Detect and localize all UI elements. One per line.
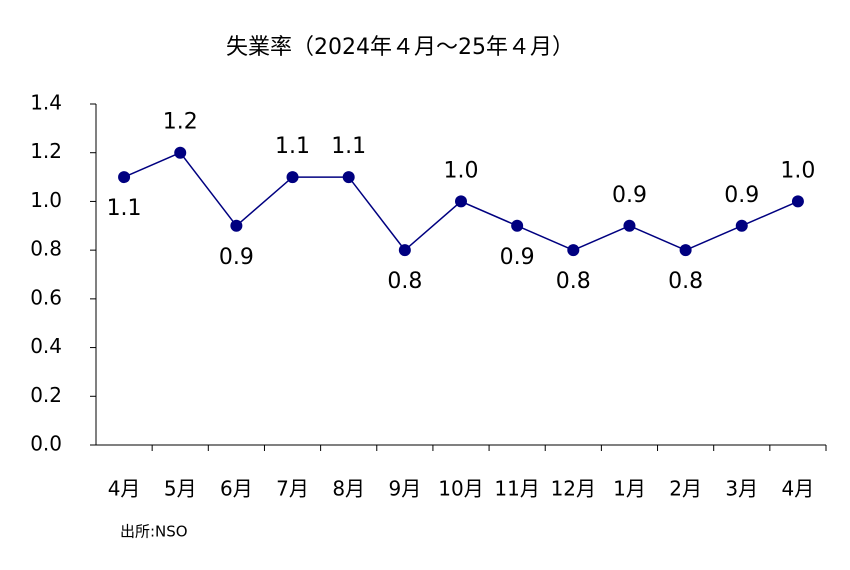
data-label: 0.8: [387, 269, 422, 294]
data-label: 0.8: [556, 269, 591, 294]
y-tick-label: 1.4: [30, 91, 62, 115]
data-label: 1.0: [444, 158, 479, 183]
y-tick-label: 0.8: [30, 237, 62, 261]
data-label: 1.0: [780, 158, 815, 183]
x-tick-label: 1月: [613, 477, 646, 501]
data-label: 0.9: [724, 183, 759, 208]
x-tick-label: 5月: [164, 477, 197, 501]
x-tick-label: 4月: [782, 477, 815, 501]
data-label: 0.8: [668, 269, 703, 294]
data-point: [118, 171, 131, 184]
y-tick-label: 0.2: [30, 383, 62, 407]
x-tick-label: 10月: [438, 477, 483, 501]
data-label: 0.9: [219, 245, 254, 270]
data-point: [623, 219, 636, 232]
y-tick-label: 1.0: [30, 188, 62, 212]
data-point: [679, 244, 692, 257]
y-tick-label: 1.2: [30, 139, 62, 163]
source-note: 出所:NSO: [120, 523, 188, 541]
data-label: 1.2: [163, 110, 198, 135]
data-label: 1.1: [107, 196, 142, 221]
x-tick-label: 3月: [725, 477, 758, 501]
data-point: [398, 244, 411, 257]
data-label: 0.9: [612, 183, 647, 208]
data-label: 1.1: [331, 134, 366, 159]
data-point: [342, 171, 355, 184]
x-tick-label: 6月: [220, 477, 253, 501]
x-tick-label: 12月: [551, 477, 596, 501]
x-tick-label: 8月: [332, 477, 365, 501]
data-point: [791, 195, 804, 208]
data-point: [174, 146, 187, 159]
data-point: [567, 244, 580, 257]
y-tick-label: 0.6: [30, 285, 62, 309]
x-tick-label: 11月: [494, 477, 539, 501]
data-point: [286, 171, 299, 184]
x-tick-label: 7月: [276, 477, 309, 501]
data-label: 0.9: [500, 245, 535, 270]
y-tick-label: 0.4: [30, 334, 62, 358]
data-point: [511, 219, 524, 232]
y-tick-label: 0.0: [30, 432, 62, 456]
data-point: [455, 195, 467, 208]
x-tick-label: 9月: [388, 477, 421, 501]
x-tick-label: 4月: [108, 477, 141, 501]
data-point: [735, 219, 748, 232]
data-label: 1.1: [275, 134, 310, 159]
x-tick-label: 2月: [669, 477, 702, 501]
chart-title: 失業率（2024年４月～25年４月）: [226, 35, 574, 60]
data-point: [230, 219, 243, 232]
